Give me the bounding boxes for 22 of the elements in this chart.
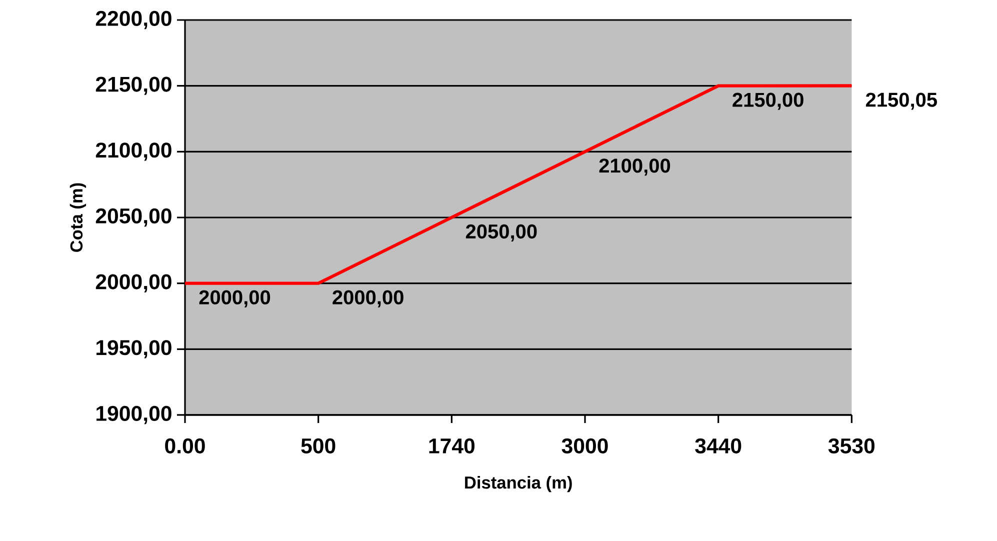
y-tick-label: 2150,00 <box>96 76 172 95</box>
y-axis-title: Cota (m) <box>70 183 86 252</box>
data-label: 2100,00 <box>599 158 670 176</box>
line-series <box>183 84 854 285</box>
x-tick-label: 3000 <box>562 438 608 454</box>
data-label: 2000,00 <box>199 290 270 308</box>
y-tick-label: 2050,00 <box>96 208 172 227</box>
y-tick-label: 2000,00 <box>96 274 172 292</box>
data-label: 2050,00 <box>466 224 537 242</box>
x-tick-label: 0.00 <box>165 438 205 454</box>
x-tick-label: 3440 <box>695 438 742 454</box>
y-tick-label: 2200,00 <box>96 10 172 30</box>
x-tick-label: 3530 <box>828 438 874 454</box>
x-axis-title: Distancia (m) <box>465 476 572 492</box>
data-label: 2150,00 <box>732 92 804 110</box>
y-tick-label: 1900,00 <box>96 406 172 424</box>
x-tick-label: 500 <box>301 438 336 454</box>
y-tick-label: 1950,00 <box>96 340 172 358</box>
y-tick-label: 2100,00 <box>96 142 172 161</box>
data-label: 2150,05 <box>866 92 937 110</box>
data-label: 2000,00 <box>332 290 404 308</box>
x-tick-label: 1740 <box>429 438 474 454</box>
